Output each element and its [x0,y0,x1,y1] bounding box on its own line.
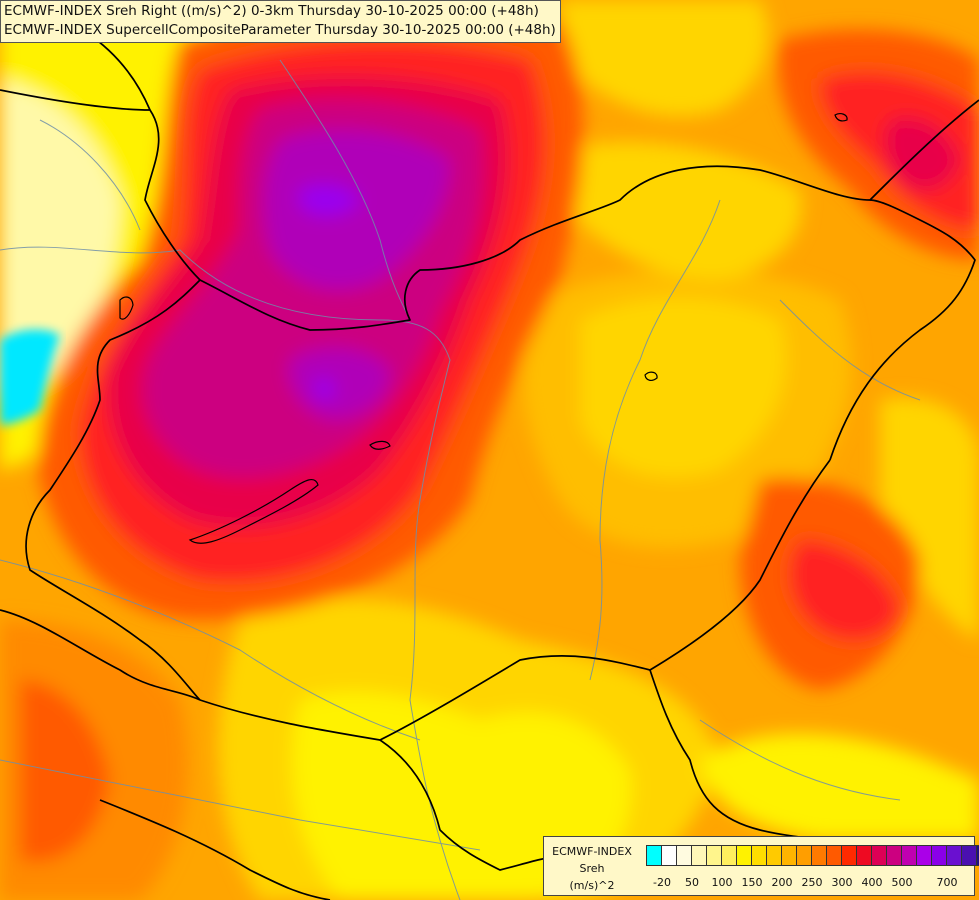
border-bosnia [99,799,331,900]
legend-tick-label: 150 [741,876,763,889]
legend-swatch [781,845,797,866]
river-southeast [699,719,901,801]
legend-swatch [856,845,872,866]
legend-swatch [751,845,767,866]
legend-swatch [796,845,812,866]
legend-swatch [736,845,752,866]
map-title-box: ECMWF-INDEX Sreh Right ((m/s)^2) 0-3km T… [0,0,561,43]
legend-tick-label: 100 [711,876,733,889]
border-hungary-east [829,199,976,461]
legend-source: ECMWF-INDEX [552,845,632,858]
field-purple-north [263,129,450,290]
legend-tick-label: 50 [685,876,699,889]
field-gold-north [560,142,802,280]
map-title-line2: ECMWF-INDEX SupercellCompositeParameter … [4,22,556,38]
legend-swatch [871,845,887,866]
field-violet-center [314,378,335,400]
legend-swatch [901,845,917,866]
legend-swatch [946,845,962,866]
field-gold-center [580,297,787,478]
legend-tick-label: 700 [936,876,958,889]
field-lightyellow-west [0,80,120,390]
legend-swatch [811,845,827,866]
river-sava [0,759,481,851]
legend-swatch [766,845,782,866]
legend-tick-label: -20 [653,876,671,889]
border-hungary-west [25,279,201,701]
field-redorange-southwest [20,680,110,862]
color-legend: ECMWF-INDEX Sreh (m/s)^2 -20 50 100 150 200 2… [543,836,979,896]
lake-small-east [644,371,658,381]
legend-tick-label: 400 [861,876,883,889]
river-east [779,299,921,401]
lakes [119,113,848,544]
lake-balaton [188,478,319,544]
legend-tick-labels: -20 50 100 150 200 250 300 400 500 700 [646,876,976,890]
field-yellow-southeast [700,733,979,840]
legend-tick-label: 250 [801,876,823,889]
field-red-east [789,540,900,641]
legend-swatch [841,845,857,866]
legend-swatch [976,845,979,866]
river-tisza [589,199,721,681]
legend-tick-label: 300 [831,876,853,889]
legend-swatch [721,845,737,866]
field-purple-center [289,347,390,420]
border-north-slovakia [0,89,979,331]
legend-tick-label: 200 [771,876,793,889]
legend-swatch [886,845,902,866]
legend-swatch [931,845,947,866]
legend-unit: (m/s)^2 [569,879,615,892]
lake-neusiedl [119,296,134,320]
legend-color-bar [646,845,979,866]
lake-velence [369,440,391,450]
legend-tick-label: 500 [891,876,913,889]
water-west [0,329,60,425]
field-magenta-northeast [884,117,960,191]
legend-swatch [961,845,977,866]
river-west [39,119,141,231]
legend-swatch [916,845,932,866]
border-austria-slovenia [0,609,201,701]
legend-swatch [826,845,842,866]
legend-swatch [646,845,662,866]
legend-swatch [676,845,692,866]
field-violet-north [298,184,360,216]
rivers [0,59,921,900]
field-yellow-northeast [560,0,768,117]
river-north [279,59,411,321]
legend-variable: Sreh [579,862,605,875]
map-title-line1: ECMWF-INDEX Sreh Right ((m/s)^2) 0-3km T… [4,3,539,19]
river-danube [0,246,461,900]
lake-small-ne [834,113,848,122]
legend-swatch [661,845,677,866]
river-drava [0,559,421,741]
field-gold-east [880,398,979,640]
border-hungary-south [199,459,831,741]
legend-swatch [691,845,707,866]
legend-swatch [706,845,722,866]
